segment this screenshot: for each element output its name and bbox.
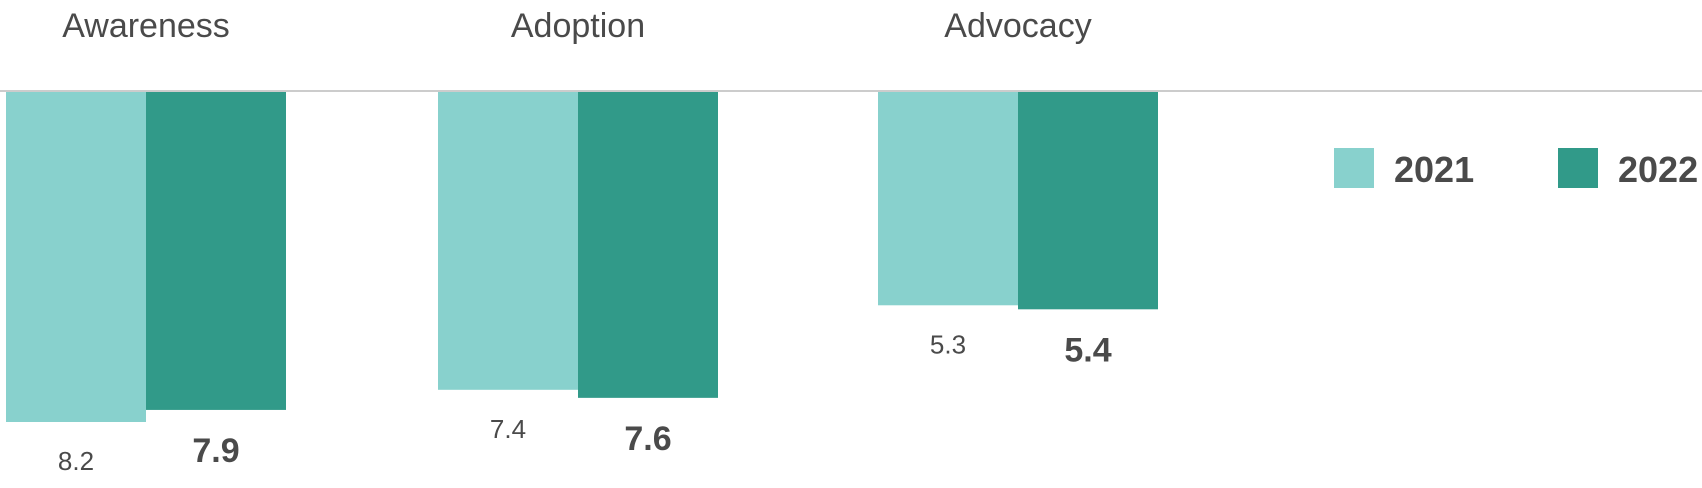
bar-2021-advocacy <box>878 92 1018 306</box>
data-label: 5.3 <box>930 329 966 359</box>
data-label: 7.6 <box>624 420 671 458</box>
bar-2021-awareness <box>6 92 146 422</box>
data-label: 7.4 <box>490 414 526 444</box>
legend-swatch-2022 <box>1558 148 1598 188</box>
data-label: 7.9 <box>192 432 239 470</box>
category-label: Awareness <box>62 7 230 45</box>
legend-label-2022: 2022 <box>1618 149 1698 190</box>
bar-2022-advocacy <box>1018 92 1158 310</box>
legend-swatch-2021 <box>1334 148 1374 188</box>
bar-2021-adoption <box>438 92 578 390</box>
legend-label-2021: 2021 <box>1394 149 1474 190</box>
data-label: 5.4 <box>1064 331 1111 369</box>
category-label: Advocacy <box>944 7 1091 45</box>
category-label: Adoption <box>511 7 645 45</box>
data-label: 8.2 <box>58 446 94 476</box>
bar-2022-awareness <box>146 92 286 410</box>
bar-2022-adoption <box>578 92 718 398</box>
